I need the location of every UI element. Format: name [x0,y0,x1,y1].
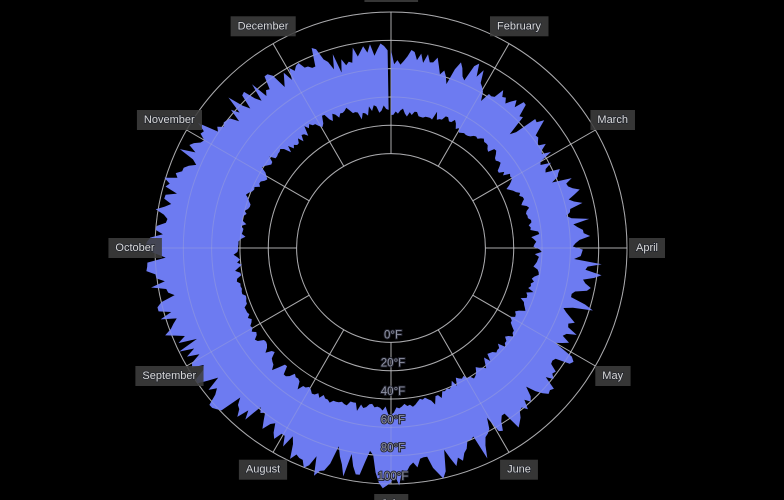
svg-text:September: September [142,370,196,382]
svg-text:June: June [507,464,531,476]
svg-text:December: December [238,20,289,32]
svg-text:October: October [115,242,154,254]
svg-text:November: November [144,114,195,126]
svg-text:April: April [636,242,658,254]
svg-text:0°F: 0°F [384,329,402,341]
svg-text:100°F: 100°F [378,471,409,483]
svg-text:February: February [497,20,542,32]
svg-text:March: March [597,114,628,126]
svg-text:20°F: 20°F [381,358,405,370]
svg-text:May: May [602,370,623,382]
svg-text:80°F: 80°F [381,443,405,455]
svg-text:40°F: 40°F [381,386,405,398]
svg-text:August: August [246,464,280,476]
svg-text:60°F: 60°F [381,414,405,426]
